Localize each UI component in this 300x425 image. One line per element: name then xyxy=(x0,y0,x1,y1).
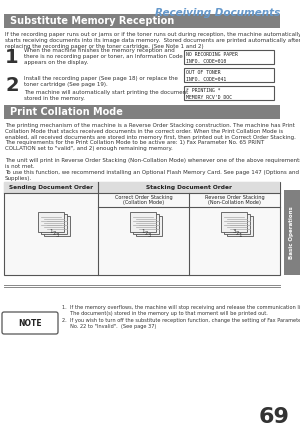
Text: NO RECORDING PAPER: NO RECORDING PAPER xyxy=(186,52,238,57)
Text: The printing mechanism of the machine is a Reverse Order Stacking construction. : The printing mechanism of the machine is… xyxy=(5,123,296,151)
Bar xyxy=(184,50,274,64)
Bar xyxy=(41,214,67,234)
Text: Basic Operations: Basic Operations xyxy=(290,206,295,259)
Bar xyxy=(4,14,280,28)
Text: OUT OF TONER: OUT OF TONER xyxy=(186,70,220,75)
Text: INFO. CODE=041: INFO. CODE=041 xyxy=(186,77,226,82)
Bar xyxy=(136,216,162,236)
Text: 1: 1 xyxy=(49,229,53,234)
Text: 3: 3 xyxy=(55,233,59,238)
Text: 2.  If you wish to turn off the substitute reception function, change the settin: 2. If you wish to turn off the substitut… xyxy=(62,318,300,329)
Text: Sending Document Order: Sending Document Order xyxy=(9,185,93,190)
Text: 1: 1 xyxy=(142,229,145,234)
Text: 1: 1 xyxy=(5,48,19,67)
Text: Reverse Order Stacking
(Non-Collation Mode): Reverse Order Stacking (Non-Collation Mo… xyxy=(205,195,264,205)
Text: Receiving Documents: Receiving Documents xyxy=(155,8,280,18)
Bar xyxy=(221,212,248,232)
Bar xyxy=(4,182,98,193)
Text: 3: 3 xyxy=(233,229,236,234)
Text: Print Collation Mode: Print Collation Mode xyxy=(10,107,123,117)
Bar xyxy=(44,216,70,236)
Text: MEMORY RCV'D DOC: MEMORY RCV'D DOC xyxy=(186,95,232,100)
Text: 1: 1 xyxy=(239,233,242,238)
Bar xyxy=(184,68,274,82)
Bar xyxy=(4,182,280,275)
Text: Install the recording paper (See page 18) or replace the
toner cartridge (See pa: Install the recording paper (See page 18… xyxy=(24,76,178,87)
Polygon shape xyxy=(284,190,300,275)
FancyBboxPatch shape xyxy=(2,312,58,334)
Text: 2: 2 xyxy=(52,231,56,236)
Text: Stacking Document Order: Stacking Document Order xyxy=(146,185,232,190)
Text: Correct Order Stacking
(Collation Mode): Correct Order Stacking (Collation Mode) xyxy=(115,195,172,205)
Bar xyxy=(38,212,64,232)
Text: 3: 3 xyxy=(148,233,151,238)
Text: 2: 2 xyxy=(145,231,148,236)
Text: To use this function, we recommend installing an Optional Flash Memory Card. See: To use this function, we recommend insta… xyxy=(5,170,299,181)
Bar xyxy=(224,214,250,234)
Bar xyxy=(4,105,280,119)
Text: The unit will print in Reverse Order Stacking (Non-Collation Mode) whenever one : The unit will print in Reverse Order Sta… xyxy=(5,158,300,169)
Text: * PRINTING *: * PRINTING * xyxy=(186,88,220,93)
Bar xyxy=(130,212,156,232)
Text: INFO. CODE=010: INFO. CODE=010 xyxy=(186,59,226,64)
Text: NOTE: NOTE xyxy=(18,318,42,328)
Text: 69: 69 xyxy=(259,407,290,425)
Text: 2: 2 xyxy=(5,76,19,95)
Text: Substitute Memory Reception: Substitute Memory Reception xyxy=(10,16,174,26)
Text: If the recording paper runs out or jams or if the toner runs out during receptio: If the recording paper runs out or jams … xyxy=(5,32,300,48)
Bar xyxy=(227,216,254,236)
Text: 1.  If the memory overflows, the machine will stop receiving and release the com: 1. If the memory overflows, the machine … xyxy=(62,305,300,316)
Text: 2: 2 xyxy=(236,231,239,236)
Text: When the machine finishes the memory reception and
there is no recording paper o: When the machine finishes the memory rec… xyxy=(24,48,183,65)
Bar xyxy=(184,86,274,100)
Bar xyxy=(134,214,159,234)
Text: The machine will automatically start printing the document
stored in the memory.: The machine will automatically start pri… xyxy=(24,90,188,101)
Bar xyxy=(98,182,280,193)
